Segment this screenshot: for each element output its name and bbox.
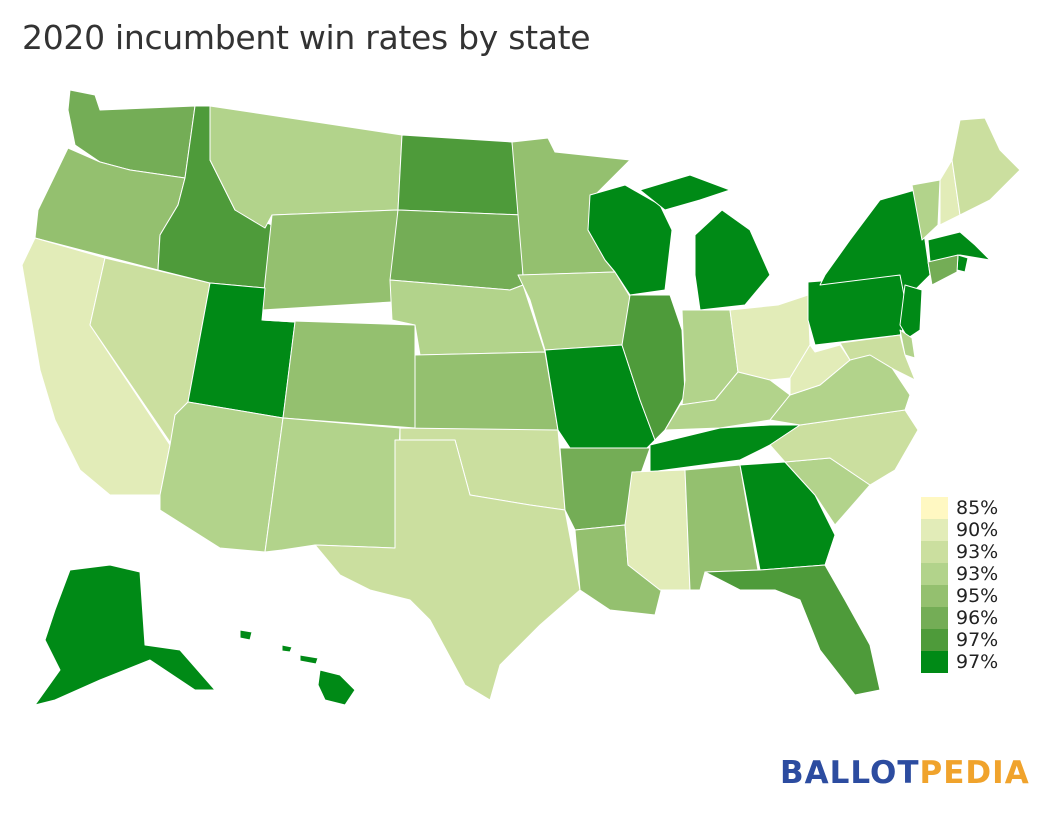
legend-swatch	[921, 541, 948, 563]
legend-label: 93%	[956, 541, 999, 563]
legend-label: 85%	[956, 497, 999, 519]
state-RI[interactable]	[956, 254, 969, 273]
legend-item: 95%	[921, 585, 998, 607]
legend-swatch	[921, 629, 948, 651]
legend-label: 93%	[956, 563, 999, 585]
state-TX[interactable]	[314, 439, 581, 701]
state-NM[interactable]	[264, 417, 401, 553]
state-MD[interactable]	[839, 334, 916, 381]
state-WY[interactable]	[261, 209, 399, 311]
legend-item: 85%	[921, 497, 998, 519]
legend-label: 97%	[956, 651, 999, 673]
legend-swatch	[921, 563, 948, 585]
state-CT[interactable]	[927, 254, 959, 286]
state-AK[interactable]	[34, 564, 216, 706]
legend-item: 93%	[921, 563, 998, 585]
logo-part-pedia: PEDIA	[919, 755, 1030, 791]
legend-item: 97%	[921, 629, 998, 651]
legend-swatch	[921, 607, 948, 629]
legend-item: 90%	[921, 519, 998, 541]
state-PA[interactable]	[807, 274, 911, 346]
legend-swatch	[921, 519, 948, 541]
state-AZ[interactable]	[159, 401, 284, 553]
state-NY[interactable]	[819, 189, 931, 301]
state-SD[interactable]	[389, 209, 524, 291]
legend-item: 97%	[921, 651, 998, 673]
legend-label: 90%	[956, 519, 999, 541]
legend-swatch	[921, 585, 948, 607]
state-CO[interactable]	[261, 319, 416, 429]
legend-label: 95%	[956, 585, 999, 607]
state-VT[interactable]	[911, 179, 941, 241]
state-WV[interactable]	[789, 344, 851, 396]
state-MI[interactable]	[639, 174, 771, 311]
ballotpedia-logo: BALLOTPEDIA	[780, 755, 1030, 791]
legend-label: 96%	[956, 607, 999, 629]
state-FL[interactable]	[704, 564, 881, 696]
state-KS[interactable]	[414, 351, 559, 431]
legend-item: 96%	[921, 607, 998, 629]
legend-swatch	[921, 497, 948, 519]
state-MT[interactable]	[209, 105, 403, 229]
legend-label: 97%	[956, 629, 999, 651]
map-title: 2020 incumbent win rates by state	[22, 18, 591, 57]
state-NJ[interactable]	[899, 284, 923, 339]
map-legend: 85% 90% 93% 93% 95% 96% 97% 97%	[921, 497, 998, 673]
legend-item: 93%	[921, 541, 998, 563]
legend-swatch	[921, 651, 948, 673]
state-ME[interactable]	[951, 117, 1021, 216]
state-ND[interactable]	[397, 134, 523, 216]
state-HI[interactable]	[239, 629, 356, 706]
state-WI[interactable]	[587, 184, 673, 296]
logo-part-ballot: BALLOT	[780, 755, 920, 791]
